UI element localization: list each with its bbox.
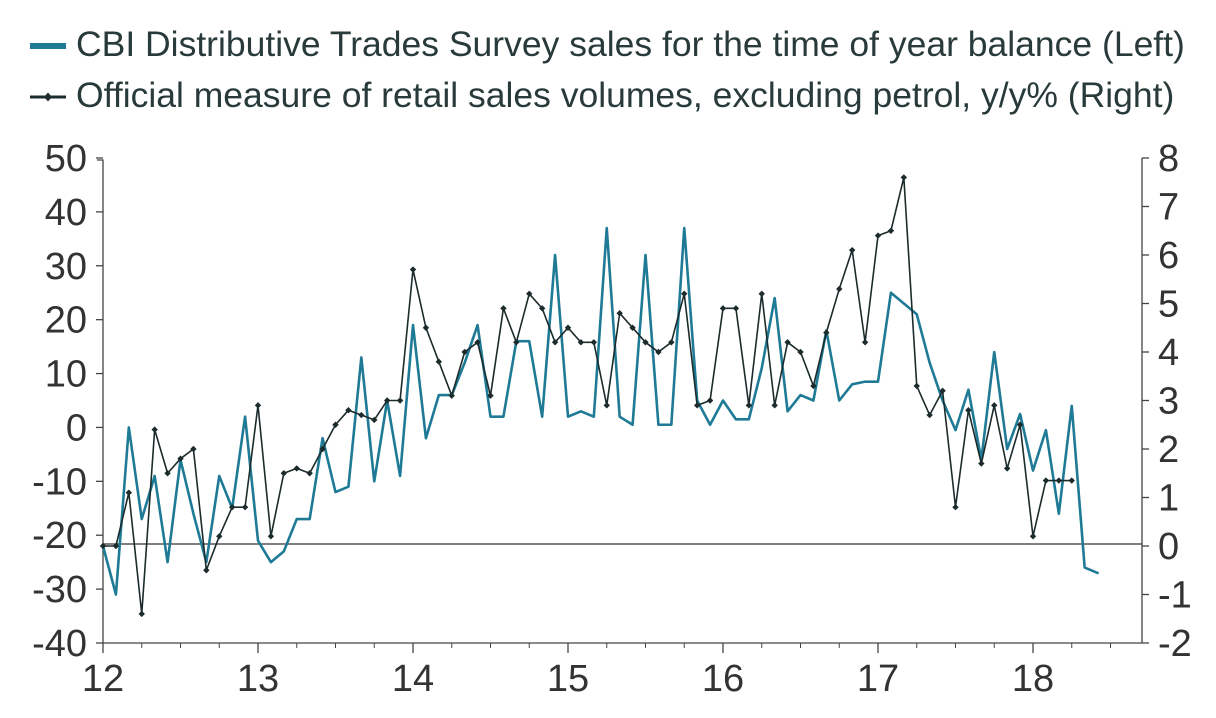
svg-text:5: 5: [1158, 284, 1179, 326]
svg-text:3: 3: [1158, 381, 1179, 423]
svg-text:12: 12: [82, 658, 124, 700]
svg-text:-10: -10: [32, 461, 87, 503]
svg-text:13: 13: [237, 658, 279, 700]
svg-text:20: 20: [45, 300, 87, 342]
svg-text:CBI Distributive Trades Survey: CBI Distributive Trades Survey sales for…: [76, 24, 1185, 64]
svg-text:Official measure of retail sal: Official measure of retail sales volumes…: [76, 75, 1174, 115]
svg-text:-40: -40: [32, 623, 87, 665]
svg-text:-2: -2: [1158, 623, 1192, 665]
svg-text:-1: -1: [1158, 575, 1192, 617]
svg-text:14: 14: [392, 658, 434, 700]
svg-text:1: 1: [1158, 478, 1179, 520]
svg-text:8: 8: [1158, 138, 1179, 180]
svg-text:6: 6: [1158, 235, 1179, 277]
svg-text:40: 40: [45, 192, 87, 234]
svg-text:0: 0: [1158, 526, 1179, 568]
svg-text:0: 0: [66, 407, 87, 449]
svg-text:17: 17: [857, 658, 899, 700]
svg-text:15: 15: [547, 658, 589, 700]
svg-text:-30: -30: [32, 569, 87, 611]
svg-text:2: 2: [1158, 429, 1179, 471]
svg-text:16: 16: [702, 658, 744, 700]
svg-text:-20: -20: [32, 515, 87, 557]
svg-text:50: 50: [45, 138, 87, 180]
svg-text:30: 30: [45, 246, 87, 288]
svg-text:7: 7: [1158, 187, 1179, 229]
svg-text:10: 10: [45, 354, 87, 396]
svg-text:4: 4: [1158, 332, 1179, 374]
svg-text:18: 18: [1012, 658, 1054, 700]
